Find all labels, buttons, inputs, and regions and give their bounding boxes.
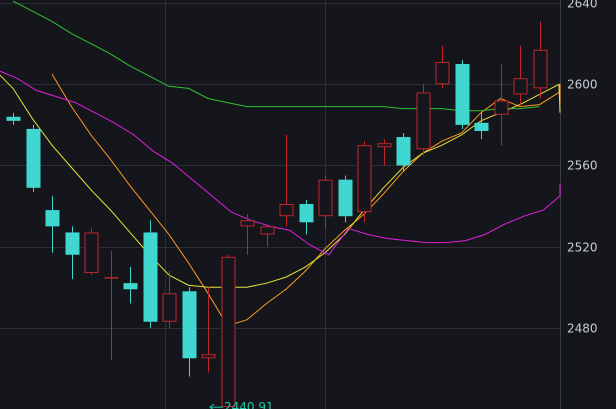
candle-body bbox=[45, 210, 60, 227]
candle-body bbox=[123, 283, 138, 290]
candle-body bbox=[104, 277, 119, 279]
candle-body bbox=[260, 226, 275, 235]
candle bbox=[435, 45, 450, 89]
candle-body bbox=[338, 179, 353, 217]
candle bbox=[494, 64, 509, 146]
price-tick-2600: 2600 bbox=[567, 78, 598, 92]
candle-body bbox=[182, 291, 197, 359]
candle-body bbox=[455, 64, 470, 125]
price-tick-2640: 2640 bbox=[567, 0, 598, 11]
candle-body bbox=[240, 220, 255, 227]
candle bbox=[513, 45, 528, 105]
candle bbox=[377, 139, 392, 166]
candle bbox=[45, 195, 60, 253]
candle bbox=[299, 199, 314, 235]
candle bbox=[104, 250, 119, 361]
price-tick-2560: 2560 bbox=[567, 159, 598, 173]
candle bbox=[338, 175, 353, 223]
candle-body bbox=[65, 232, 80, 255]
candle-body bbox=[201, 354, 216, 359]
candle-body bbox=[494, 100, 509, 115]
candle bbox=[26, 124, 41, 192]
candle-body bbox=[26, 128, 41, 188]
candle bbox=[6, 112, 21, 125]
candle bbox=[123, 266, 138, 304]
candle-body bbox=[357, 145, 372, 213]
candle-body bbox=[162, 293, 177, 322]
candle-body bbox=[396, 137, 411, 166]
candle bbox=[143, 220, 158, 328]
min-price-marker: 2440.91 bbox=[209, 400, 274, 409]
candle-body bbox=[474, 122, 489, 131]
candle bbox=[396, 133, 411, 172]
candle-body bbox=[143, 232, 158, 322]
candles bbox=[6, 21, 548, 408]
candle bbox=[318, 175, 333, 229]
candle-body bbox=[435, 61, 450, 85]
candle bbox=[240, 214, 255, 255]
candle bbox=[221, 254, 236, 408]
price-tick-2520: 2520 bbox=[567, 241, 598, 255]
moving-average-green-line bbox=[12, 0, 540, 112]
candle bbox=[260, 224, 275, 247]
moving-average-magenta-line bbox=[0, 70, 561, 256]
candle-body bbox=[221, 256, 236, 407]
candle bbox=[201, 287, 216, 373]
candle-body bbox=[513, 78, 528, 95]
candle bbox=[474, 112, 489, 140]
min-marker-arrow-icon bbox=[209, 403, 215, 409]
candle-body bbox=[416, 92, 431, 150]
candle bbox=[182, 287, 197, 377]
price-axis-labels: 2480 2520 2560 2600 2640 bbox=[567, 0, 598, 336]
candle bbox=[162, 271, 177, 328]
candle bbox=[416, 84, 431, 156]
candle-body bbox=[533, 49, 548, 89]
candle bbox=[455, 59, 470, 129]
candle-body bbox=[318, 179, 333, 217]
candle-body bbox=[299, 204, 314, 223]
min-price-label: 2440.91 bbox=[224, 400, 274, 409]
candle bbox=[533, 21, 548, 99]
candle-body bbox=[6, 116, 21, 121]
candle-body bbox=[279, 204, 294, 217]
candle bbox=[84, 228, 99, 276]
candle bbox=[357, 141, 372, 223]
candle-body bbox=[84, 232, 99, 274]
price-tick-2480: 2480 bbox=[567, 322, 598, 336]
candle-body bbox=[377, 143, 392, 148]
candle bbox=[65, 226, 80, 280]
candle bbox=[279, 135, 294, 227]
